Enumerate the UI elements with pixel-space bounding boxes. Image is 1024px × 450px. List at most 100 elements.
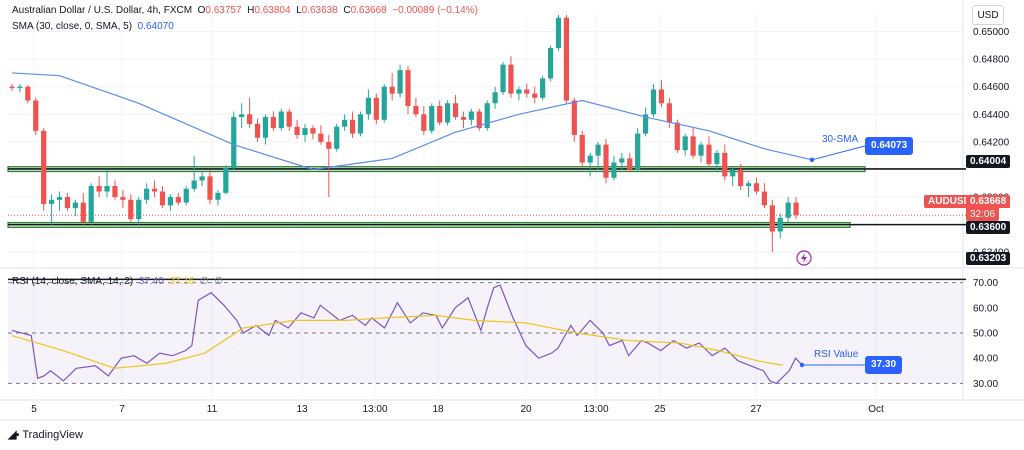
sma-legend[interactable]: SMA (30, close, 0, SMA, 5) 0.64070 — [12, 21, 174, 32]
candle-body — [104, 186, 110, 192]
candle-body — [159, 191, 166, 206]
candle-body — [674, 122, 680, 151]
candle-body — [175, 197, 181, 203]
candle-body — [429, 106, 435, 131]
candle-body — [619, 158, 625, 163]
rsi-value: 37.40 — [138, 276, 164, 287]
candle-body — [524, 89, 530, 94]
time-axis-label: 5 — [31, 404, 37, 415]
candle-body — [239, 114, 245, 118]
candle-body — [136, 199, 142, 220]
tradingview-mark-icon: ◢▪ — [8, 429, 19, 441]
candle-body — [183, 188, 189, 203]
level-bottom-tag: 0.63203 — [966, 252, 1011, 265]
candle-body — [595, 144, 601, 156]
countdown-tag: 32:06 — [966, 208, 1000, 221]
candle-body — [405, 70, 411, 107]
candle-body — [112, 186, 118, 198]
candle-body — [365, 97, 371, 115]
candle-body — [207, 176, 213, 200]
candle-body — [413, 106, 419, 115]
sma-callout-line — [811, 145, 866, 161]
candle-body — [476, 111, 482, 129]
time-axis-label: 11 — [207, 404, 218, 415]
candle-body — [658, 89, 665, 104]
candle-body — [603, 144, 609, 178]
sma-value: 0.64070 — [137, 21, 174, 32]
candle-body — [460, 117, 467, 120]
candle-body — [769, 205, 775, 232]
candle-body — [777, 217, 783, 232]
candle-body — [738, 169, 744, 187]
candle-body — [262, 117, 269, 138]
candle-body — [540, 78, 546, 98]
candle-body — [635, 133, 641, 170]
candle-body — [231, 117, 237, 169]
candle-body — [571, 100, 577, 135]
candle-body — [310, 128, 316, 134]
candle-body — [690, 136, 696, 156]
candle-body — [326, 141, 332, 149]
rsi-axis-label: 40.00 — [973, 354, 998, 365]
time-axis-label: 13:00 — [362, 404, 387, 415]
candle-body — [72, 202, 78, 209]
time-axis-label: 13:00 — [583, 404, 608, 415]
symbol-tag: AUDUSD — [924, 195, 975, 208]
candle-body — [468, 111, 474, 120]
currency-button[interactable]: USD — [972, 5, 1004, 25]
candle-body — [88, 186, 94, 222]
candle-body — [484, 103, 490, 129]
candle-body — [682, 136, 688, 151]
rsi-axis-label: 50.00 — [973, 329, 998, 340]
rsi-ma-value: 37.16 — [169, 276, 195, 287]
time-axis-label: Oct — [868, 404, 884, 415]
candle-body — [421, 114, 427, 131]
candle-body — [397, 70, 403, 94]
low-label: L — [296, 5, 302, 16]
support-resistance-layer — [7, 166, 966, 281]
candle-body — [49, 199, 55, 204]
candle-body — [167, 197, 173, 206]
candle-body — [611, 162, 617, 178]
grid-layer — [0, 0, 1024, 421]
candle-body — [745, 183, 752, 187]
candle-body — [722, 152, 728, 177]
candle-body — [587, 155, 593, 163]
candle-body — [33, 100, 39, 131]
candle-body — [128, 199, 134, 220]
candle-body — [144, 188, 150, 200]
rsi-legend[interactable]: RSI (14, close, SMA, 14, 2) 37.40 37.16 … — [12, 276, 223, 287]
candles-layer — [9, 15, 799, 253]
candle-body — [270, 117, 276, 129]
candle-body — [80, 202, 86, 222]
rsi-layer — [8, 282, 963, 385]
time-axis-label: 27 — [750, 404, 762, 415]
price-axis-label: 0.64200 — [973, 137, 1010, 148]
rsi-empty-1: ∅ — [199, 276, 209, 287]
candle-body — [643, 114, 649, 134]
candle-body — [706, 144, 712, 164]
candle-body — [627, 158, 633, 170]
time-axis-label: 7 — [119, 404, 125, 415]
candle-body — [500, 64, 506, 93]
rsi-ma-line — [11, 314, 783, 369]
rsi-label: RSI (14, close, SMA, 14, 2) — [12, 276, 134, 287]
candle-body — [357, 114, 364, 134]
candle-body — [17, 86, 23, 89]
candle-body — [650, 89, 657, 115]
symbol-legend: Australian Dollar / U.S. Dollar, 4h, FXC… — [12, 5, 478, 16]
candle-body — [199, 176, 205, 181]
brand-name: TradingView — [22, 428, 83, 441]
sma-label: SMA (30, close, 0, SMA, 5) — [12, 21, 133, 32]
rsi-callout-tag: 37.30 — [865, 356, 903, 374]
tradingview-logo[interactable]: ◢▪ TradingView — [8, 428, 83, 442]
candle-body — [278, 111, 284, 129]
candle-body — [730, 169, 736, 177]
candle-body — [56, 197, 63, 200]
candle-body — [25, 86, 31, 101]
candle-body — [9, 86, 15, 89]
candle-body — [151, 188, 158, 192]
price-axis-label: 0.65000 — [973, 27, 1010, 38]
time-axis-label: 25 — [654, 404, 666, 415]
